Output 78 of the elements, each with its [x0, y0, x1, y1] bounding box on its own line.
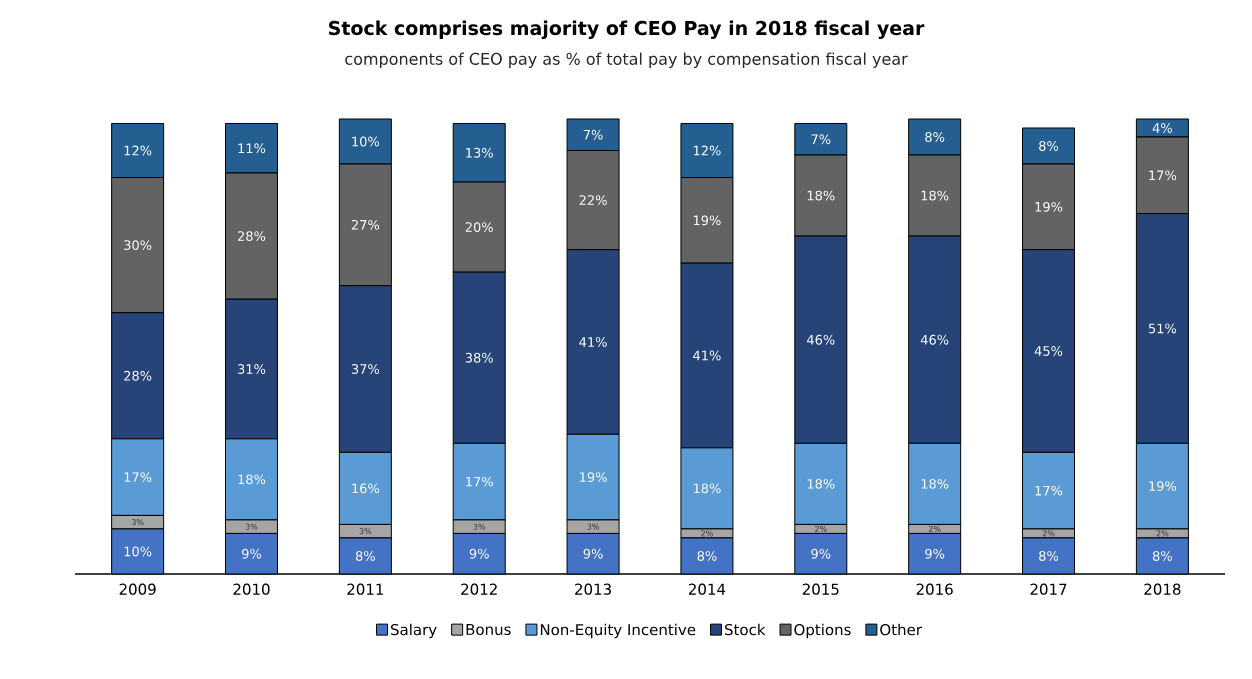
data-label: 18%: [238, 474, 266, 485]
x-tick-label: 2013: [575, 583, 611, 595]
data-label: 41%: [693, 350, 721, 361]
data-label: 8%: [925, 132, 945, 142]
data-label: 31%: [238, 364, 266, 374]
data-label: 51%: [1148, 323, 1177, 334]
data-label: 12%: [124, 145, 152, 156]
data-label: 17%: [1035, 485, 1063, 496]
data-label: 46%: [920, 334, 949, 345]
data-label: 8%: [1039, 551, 1059, 561]
data-label: 8%: [1039, 141, 1059, 151]
x-tick-label: 2009: [119, 583, 156, 595]
data-label: 8%: [1152, 551, 1172, 561]
x-tick-label: 2014: [688, 583, 726, 595]
data-label: 28%: [238, 231, 266, 242]
data-label: 9%: [583, 548, 603, 559]
data-label: 11%: [238, 143, 266, 154]
data-label: 9%: [811, 548, 831, 559]
data-label: 18%: [921, 190, 949, 201]
data-label: 18%: [693, 483, 721, 494]
legend-label: Non-Equity Incentive: [540, 623, 696, 639]
data-label: 19%: [1035, 201, 1063, 212]
data-label: 19%: [693, 215, 721, 226]
data-label: 3%: [473, 523, 486, 530]
data-label: 17%: [466, 476, 493, 487]
legend-label: Other: [880, 623, 922, 636]
data-label: 10%: [352, 136, 380, 147]
data-label: 45%: [1034, 346, 1063, 356]
legend-label: Stock: [725, 623, 766, 636]
legend-label: Options: [794, 623, 851, 639]
legend-label: Bonus: [466, 623, 511, 636]
data-label: 46%: [806, 334, 835, 345]
data-label: 9%: [469, 548, 489, 559]
data-label: 20%: [465, 222, 493, 233]
data-label: 2%: [815, 525, 827, 532]
data-label: 9%: [925, 548, 945, 559]
x-tick-label: 2012: [461, 583, 497, 595]
data-label: 18%: [807, 190, 835, 201]
data-label: 3%: [131, 519, 144, 526]
chart-subtitle: components of CEO pay as % of total pay by compensation fiscal year: [345, 52, 908, 68]
data-label: 17%: [1149, 170, 1177, 181]
data-label: 2%: [1156, 530, 1169, 537]
data-label: 2%: [701, 530, 713, 537]
data-label: 37%: [351, 364, 380, 374]
chart-title: Stock comprises majority of CEO Pay in 2018 fiscal year: [329, 20, 925, 40]
data-label: 4%: [1152, 123, 1172, 133]
data-label: 3%: [587, 523, 599, 530]
x-tick-label: 2015: [802, 583, 839, 595]
data-label: 16%: [352, 483, 380, 494]
data-label: 19%: [1149, 481, 1177, 492]
data-label: 2%: [928, 525, 941, 532]
data-label: 17%: [124, 472, 152, 483]
data-label: 3%: [245, 523, 258, 530]
data-label: 10%: [124, 546, 152, 557]
data-label: 22%: [579, 195, 607, 205]
data-label: 7%: [583, 129, 603, 140]
data-label: 30%: [124, 240, 152, 251]
x-tick-label: 2017: [1030, 583, 1067, 595]
data-label: 27%: [351, 219, 380, 230]
data-label: 3%: [359, 528, 372, 535]
data-label: 12%: [693, 145, 721, 156]
data-label: 2%: [1042, 530, 1055, 537]
data-label: 28%: [124, 370, 152, 381]
data-label: 8%: [697, 551, 717, 561]
data-label: 13%: [466, 147, 493, 158]
data-label: 9%: [242, 548, 262, 559]
x-tick-label: 2018: [1144, 583, 1181, 595]
data-label: 41%: [579, 337, 607, 347]
x-tick-label: 2011: [347, 583, 384, 595]
data-label: 19%: [580, 472, 607, 483]
data-label: 8%: [355, 551, 375, 561]
x-tick-label: 2010: [233, 583, 270, 595]
data-label: 18%: [807, 478, 835, 489]
legend-label: Salary: [391, 623, 437, 639]
x-tick-label: 2016: [916, 583, 953, 595]
data-label: 38%: [465, 352, 493, 363]
data-label: 18%: [921, 478, 949, 489]
data-label: 7%: [811, 134, 831, 145]
